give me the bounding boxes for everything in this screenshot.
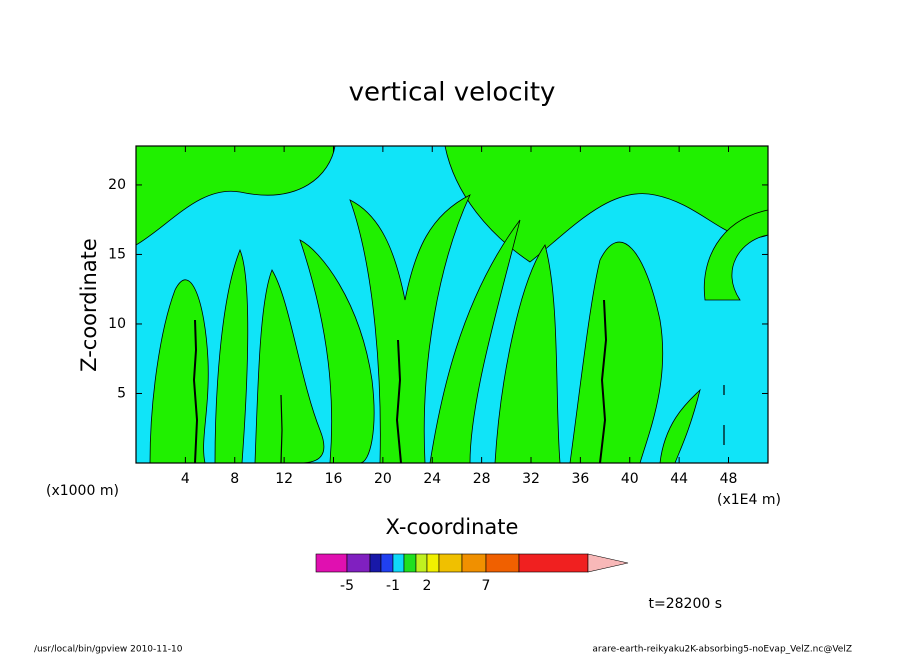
x-tick-label: 44	[670, 471, 688, 487]
y-tick-label: 15	[108, 246, 126, 262]
contour-fill	[254, 269, 325, 464]
colorbar-label: 7	[482, 578, 491, 594]
contour-line	[395, 339, 402, 464]
colorbar-box	[461, 553, 487, 573]
x-tick-label: 4	[181, 471, 190, 487]
x-tick-label: 28	[473, 471, 491, 487]
plot-frame	[135, 145, 769, 464]
colorbar-box	[403, 553, 417, 573]
colorbar-box	[438, 553, 463, 573]
y-tick-label: 20	[108, 177, 126, 193]
x-tick-label: 40	[621, 471, 639, 487]
colorbar-box	[485, 553, 520, 573]
contour-line	[192, 319, 199, 464]
x-unit-label: (x1E4 m)	[717, 492, 781, 508]
colorbar-extend	[587, 553, 629, 573]
y-tick-label: 5	[117, 385, 126, 401]
x-unit-label: (x1000 m)	[46, 483, 119, 499]
colorbar-box	[369, 553, 382, 573]
contour-fill	[135, 145, 336, 246]
contour-fill	[569, 241, 664, 464]
contour-fill	[214, 248, 249, 464]
contour-fill	[349, 194, 471, 464]
y-axis-label: Z-coordinate	[77, 238, 101, 372]
x-tick-label: 12	[275, 471, 293, 487]
colorbar-box	[392, 553, 405, 573]
x-tick-label: 36	[571, 471, 589, 487]
footer: arare-earth-reikyaku2K-absorbing5-noEvap…	[592, 645, 852, 654]
x-tick-label: 20	[374, 471, 392, 487]
x-tick-label: 16	[325, 471, 343, 487]
colorbar-label: -1	[386, 578, 400, 594]
x-tick-label: 8	[230, 471, 239, 487]
contour-fill	[494, 244, 561, 464]
chart-title: vertical velocity	[349, 78, 556, 108]
colorbar-box	[315, 553, 348, 573]
contour-field	[135, 145, 769, 464]
colorbar-box	[426, 553, 440, 573]
contour-line	[280, 394, 283, 464]
contour-fill	[659, 388, 701, 464]
x-tick-label: 24	[423, 471, 441, 487]
colorbar-box	[380, 553, 394, 573]
colorbar-label: -5	[340, 578, 354, 594]
colorbar-box	[518, 553, 589, 573]
x-tick-label: 48	[720, 471, 738, 487]
colorbar-label: 2	[423, 578, 432, 594]
contour-line	[599, 299, 608, 464]
contour-fill	[149, 279, 209, 464]
footer: /usr/local/bin/gpview 2010-11-10	[34, 645, 183, 654]
colorbar-box	[415, 553, 428, 573]
x-axis-label: X-coordinate	[386, 515, 519, 539]
x-tick-label: 32	[522, 471, 540, 487]
colorbar-box	[346, 553, 371, 573]
time-label: t=28200 s	[649, 596, 723, 612]
y-tick-label: 10	[108, 316, 126, 332]
contour-fill	[429, 219, 521, 464]
contour-fill	[299, 239, 375, 464]
